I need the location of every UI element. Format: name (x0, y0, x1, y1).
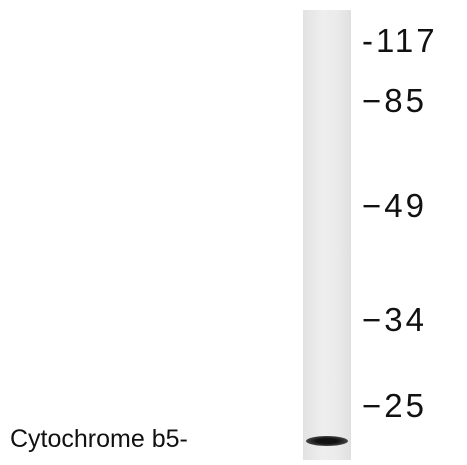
blot-figure: -117 −85 −49 −34 −25 Cytochrome b5- (0, 0, 467, 465)
marker-label: −25 (362, 389, 427, 422)
band (306, 436, 348, 446)
marker-label: −34 (362, 303, 427, 336)
band-label: Cytochrome b5- (10, 427, 188, 452)
marker-label: −85 (362, 84, 427, 117)
marker-label: -117 (362, 24, 438, 57)
marker-label: −49 (362, 189, 427, 222)
lane (303, 10, 351, 460)
